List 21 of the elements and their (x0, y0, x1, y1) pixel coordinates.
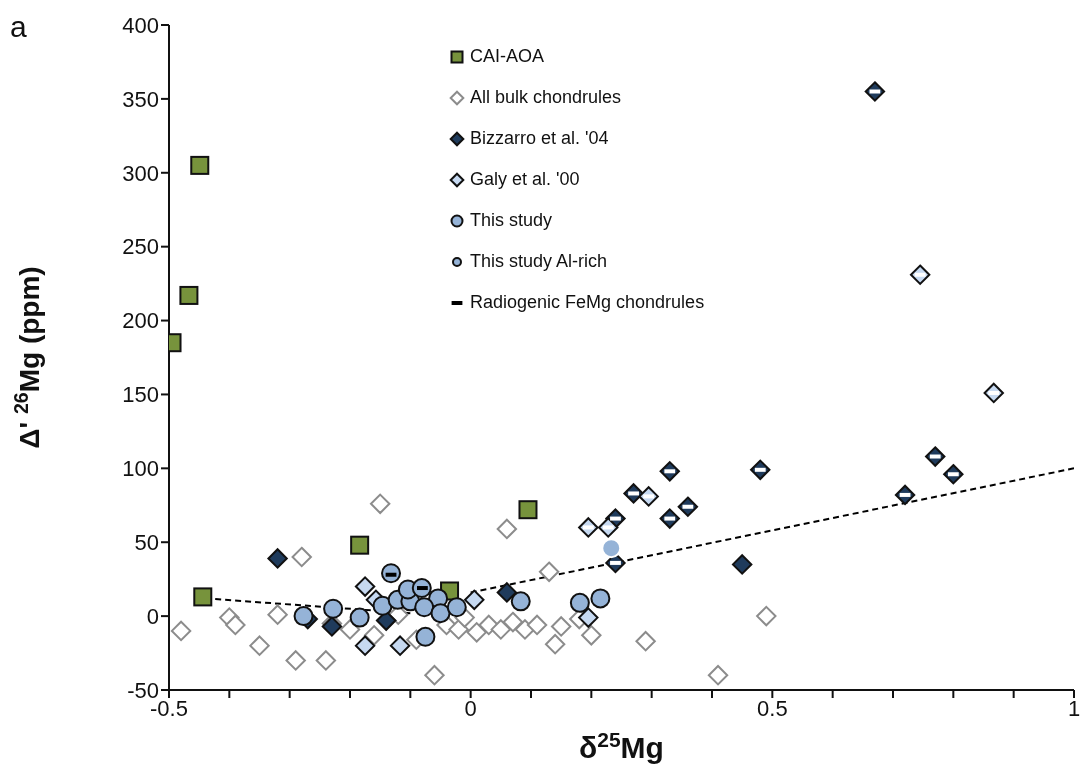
x-tick-label: 0 (464, 695, 477, 721)
y-tick-label: 400 (122, 12, 159, 38)
legend-label: This study Al-rich (470, 250, 608, 273)
legend-label: This study (470, 209, 553, 232)
legend-label: Radiogenic FeMg chondrules (470, 291, 705, 314)
text: a (10, 10, 27, 44)
y-tick-label: 300 (122, 160, 159, 186)
y-tick-label: 200 (122, 308, 159, 334)
x-tick-label: 1 (1067, 695, 1081, 721)
y-tick-label: 0 (146, 603, 159, 629)
y-tick-label: 250 (122, 234, 159, 260)
legend-label: CAI-AOA (470, 45, 545, 68)
y-tick-label: 350 (122, 86, 159, 112)
legend-label: Galy et al. '00 (470, 168, 580, 191)
legend-label: Bizzarro et al. '04 (470, 127, 609, 150)
x-axis-title: δ$^{25}$Mg (579, 727, 664, 764)
y-tick-label: 50 (134, 530, 159, 556)
y-tick-label: 150 (122, 382, 159, 408)
legend-label: All bulk chondrules (470, 86, 622, 109)
y-tick-label: 100 (122, 456, 159, 482)
x-tick-label: 0.5 (757, 695, 788, 721)
